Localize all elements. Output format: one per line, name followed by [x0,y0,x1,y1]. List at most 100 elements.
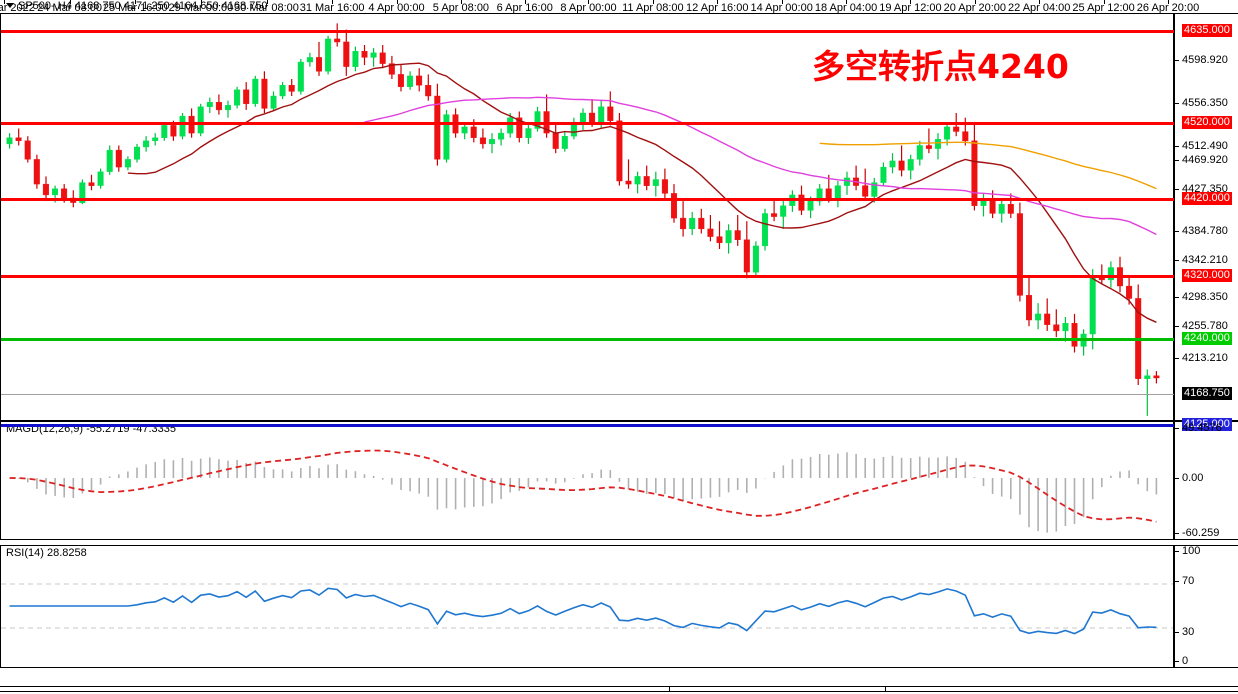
price-axis-tick [1175,358,1179,359]
bottom-rule-top [0,686,1238,687]
time-axis-label: 4 Apr 00:00 [368,2,425,14]
time-axis-tick [1039,0,1041,4]
price-level-tag: 4168.750 [1182,387,1232,400]
price-axis-label: 4213.210 [1182,352,1228,364]
price-axis-tick [1175,326,1179,327]
time-axis-tick [1103,0,1105,4]
price-axis-panel [1174,13,1238,421]
time-axis-tick [717,0,719,4]
time-axis-label: 5 Apr 08:00 [432,2,490,14]
macd-axis-label: 49.4576 [1182,422,1222,434]
rsi-axis-label: 100 [1182,545,1201,557]
time-axis-tick [781,0,783,4]
time-axis-tick [652,0,654,4]
time-axis-tick [524,0,526,4]
time-axis-label: 14 Apr 00:00 [750,2,813,14]
time-axis-tick [266,0,268,4]
time-axis-label: 30 Mar 08:00 [234,2,299,14]
time-axis-label: 19 Apr 12:00 [879,2,942,14]
rsi-axis-label: 30 [1182,626,1195,638]
price-level-line [1,424,1174,427]
time-axis-tick [910,0,912,4]
price-axis-label: 4469.920 [1182,154,1228,166]
price-axis-label: 4384.780 [1182,225,1228,237]
macd-axis-label: -60.259 [1182,527,1220,539]
ma-mid [364,96,1157,236]
price-axis-label: 4298.350 [1182,291,1228,303]
time-axis-tick [332,0,334,4]
macd-axis-tick [1175,428,1179,429]
price-level-line [1,275,1174,278]
time-axis-label: 24 Mar 08:00 [37,2,103,14]
price-level-tag: 4420.000 [1182,192,1232,205]
rsi-panel[interactable]: RSI(14) 28.8258 [0,545,1174,668]
rsi-axis-panel [1174,545,1238,668]
time-axis-label: 6 Apr 16:00 [496,2,553,14]
price-level-line [1,338,1174,341]
price-level-tag: 4125.000 [1182,418,1232,431]
time-axis-tick [1168,0,1169,4]
price-axis-tick [1175,260,1179,261]
bottom-bar-left [0,686,670,692]
macd-signal-line [9,449,1157,523]
rsi-title: RSI(14) 28.8258 [6,547,87,559]
rsi-axis-label: 0 [1182,655,1189,667]
time-axis-label: 8 Apr 00:00 [560,2,617,14]
time-axis-label: 26 Apr 20:00 [1136,2,1200,14]
rsi-axis-tick [1175,632,1179,633]
macd-panel[interactable]: MAGD(12,26,9) -55.2719 -47.3335 [0,421,1174,540]
time-axis-label: 23 Mar 2022 [0,2,35,14]
time-axis-tick [69,0,71,4]
time-axis-label: 25 Apr 12:00 [1072,2,1135,14]
price-level-tag: 4320.000 [1182,269,1232,282]
chart-header-bar: SP500-,H4 4168.750 4171.250 4164.650 416… [0,0,1238,13]
rsi-axis-tick [1175,581,1179,582]
time-axis-tick [460,0,462,4]
macd-plot [9,449,1158,533]
time-axis-label: 31 Mar 16:00 [299,2,365,14]
chart-annotation-text: 多空转折点4240 [812,47,1069,86]
rsi-line [9,587,1157,635]
symbol-ohlc-text: SP500-,H4 4168.750 4171.250 4164.650 416… [18,0,268,12]
time-axis-label: 29 Mar 00:00 [168,2,234,14]
price-axis-label: 4427.350 [1182,183,1228,195]
time-axis-tick [4,0,5,4]
price-level-line [1,394,1174,395]
rsi-axis-tick [1175,551,1179,552]
price-axis-tick [1175,103,1179,104]
macd-axis-label: 0.00 [1182,472,1204,484]
time-axis-label: 22 Apr 04:00 [1008,2,1071,14]
price-axis-label: 4342.210 [1182,254,1228,266]
macd-axis-panel [1174,421,1238,540]
price-level-line [1,122,1174,125]
time-axis-label: 18 Apr 04:00 [814,2,878,14]
price-level-tag: 4635.000 [1182,24,1232,37]
price-axis-tick [1175,146,1179,147]
ma-fast [127,62,1157,323]
price-axis-tick [1175,297,1179,298]
price-axis-label: 4556.350 [1182,97,1228,109]
time-axis-tick [974,0,976,4]
time-axis-label: 11 Apr 08:00 [622,2,684,14]
price-chart-panel[interactable] [0,13,1174,421]
price-level-line [1,30,1174,33]
chart-overlays: 4598.920 4556.350 4512.490 4469.920 4427.350… [0,18,1238,667]
time-axis-tick [200,0,202,4]
bottom-bar-right [885,686,1238,692]
price-level-tag: 4520.000 [1182,116,1232,129]
price-level-tag: 4240.000 [1182,332,1232,345]
price-axis-label: 4255.780 [1182,320,1228,332]
macd-axis-tick [1175,533,1179,534]
macd-axis-tick [1175,478,1179,479]
chevron-down-icon[interactable] [6,3,14,8]
price-axis-tick [1175,231,1179,232]
time-axis-label: 20 Apr 20:00 [943,2,1007,14]
price-level-line [1,198,1174,201]
price-axis-tick [1175,160,1179,161]
time-axis-tick [396,0,398,4]
time-axis-tick [135,0,137,4]
time-axis-label: 12 Apr 16:00 [686,2,749,14]
ma-slow [819,141,1157,190]
price-axis-label: 4512.490 [1182,140,1228,152]
